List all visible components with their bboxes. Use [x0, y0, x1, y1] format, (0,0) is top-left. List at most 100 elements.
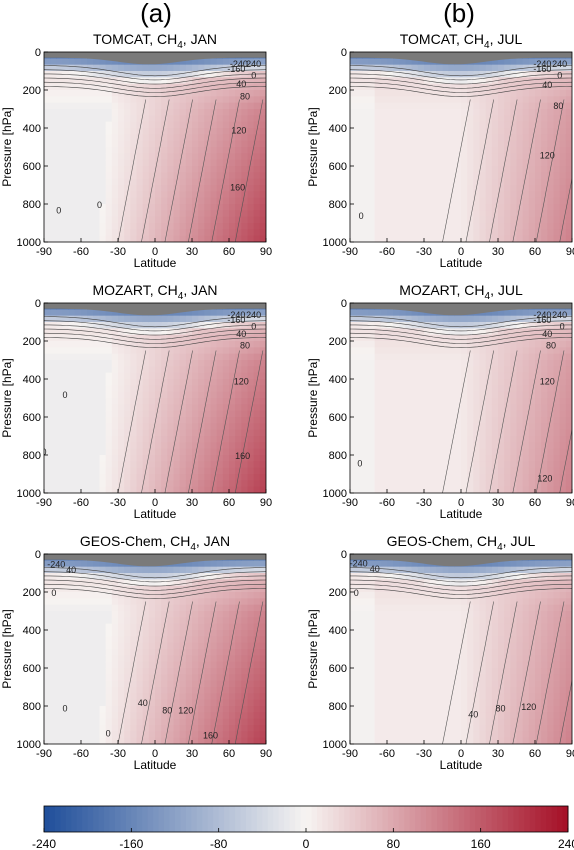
contour-line [442, 350, 471, 493]
field-cell [356, 64, 363, 72]
y-tick-label: 0 [35, 298, 41, 310]
field-cell [118, 655, 125, 663]
field-cell [161, 423, 168, 431]
field-cell [411, 109, 419, 116]
field-cell [81, 109, 88, 116]
field-cell [448, 448, 456, 456]
field-cell [559, 147, 567, 154]
field-cell [198, 353, 205, 361]
field-cell [99, 737, 107, 744]
field-cell [235, 153, 242, 161]
field-cell [161, 178, 168, 186]
field-cell [44, 687, 51, 694]
y-tick-label: 800 [23, 450, 41, 462]
field-cell [350, 128, 357, 135]
field-cell [136, 360, 144, 367]
field-cell [167, 379, 175, 386]
field-cell [130, 585, 138, 593]
field-cell [424, 172, 431, 180]
field-cell [467, 172, 474, 180]
field-cell [461, 404, 468, 412]
field-cell [399, 467, 407, 475]
field-cell [430, 455, 437, 462]
field-cell [461, 461, 468, 469]
contour-label: -160 [533, 315, 551, 325]
field-cell [380, 71, 388, 78]
field-cell [142, 159, 150, 167]
field-cell [247, 455, 255, 462]
field-cell [417, 404, 425, 412]
field-cell [528, 166, 536, 173]
field-cell [44, 83, 51, 91]
field-cell [473, 185, 481, 192]
field-cell [559, 172, 567, 180]
field-cell [93, 372, 101, 380]
field-cell [565, 448, 572, 456]
field-cell [405, 166, 413, 173]
field-cell [216, 153, 224, 161]
field-cell [253, 204, 261, 211]
contour-line [44, 316, 266, 328]
field-cell [105, 687, 113, 694]
field-cell [350, 77, 357, 85]
field-cell [510, 398, 518, 405]
field-cell [81, 598, 88, 606]
field-cell [498, 109, 505, 116]
field-cell [448, 398, 456, 405]
field-cell [387, 328, 394, 336]
contour-line [465, 350, 494, 493]
field-cell [553, 223, 561, 230]
field-cell [393, 166, 400, 173]
field-cell [467, 197, 474, 205]
field-cell [142, 410, 150, 418]
field-cell [448, 77, 456, 85]
field-cell [535, 398, 542, 405]
field-cell [535, 172, 542, 180]
field-cell [362, 210, 370, 218]
field-cell [87, 197, 94, 205]
field-cell [222, 121, 230, 129]
field-cell [118, 604, 125, 612]
field-cell [105, 115, 113, 123]
field-cell [350, 115, 357, 123]
field-cell [522, 391, 530, 399]
field-cell [216, 128, 224, 135]
field-cell [510, 115, 518, 123]
field-cell [374, 372, 382, 380]
field-cell [498, 71, 505, 78]
field-cell [565, 102, 572, 110]
field-cell [204, 347, 212, 355]
field-cell [56, 121, 64, 129]
field-cell [362, 353, 370, 361]
field-cell [179, 77, 187, 85]
field-cell [44, 315, 51, 323]
field-cell [461, 391, 468, 399]
field-cell [368, 102, 376, 110]
field-cell [399, 372, 407, 380]
field-cell [62, 204, 70, 211]
field-cell [399, 404, 407, 412]
field-cell [461, 235, 468, 242]
field-cell [74, 223, 82, 230]
field-cell [553, 178, 561, 186]
field-cell [442, 474, 450, 481]
field-cell [167, 159, 175, 167]
field-cell [161, 379, 168, 386]
field-cell [87, 718, 94, 726]
field-cell [93, 322, 101, 329]
field-cell [142, 83, 150, 91]
x-tick-label: 60 [529, 246, 541, 258]
field-cell [130, 115, 138, 123]
field-cell [393, 474, 400, 481]
field-cell [62, 737, 70, 744]
field-cell [229, 102, 236, 110]
field-cell [559, 385, 567, 393]
field-cell [541, 172, 548, 180]
field-cell [417, 474, 425, 481]
field-cell [565, 360, 572, 367]
field-cell [559, 366, 567, 374]
field-cell [436, 172, 444, 180]
field-cell [374, 423, 382, 431]
field-cell [136, 385, 144, 393]
field-cell [430, 385, 437, 393]
